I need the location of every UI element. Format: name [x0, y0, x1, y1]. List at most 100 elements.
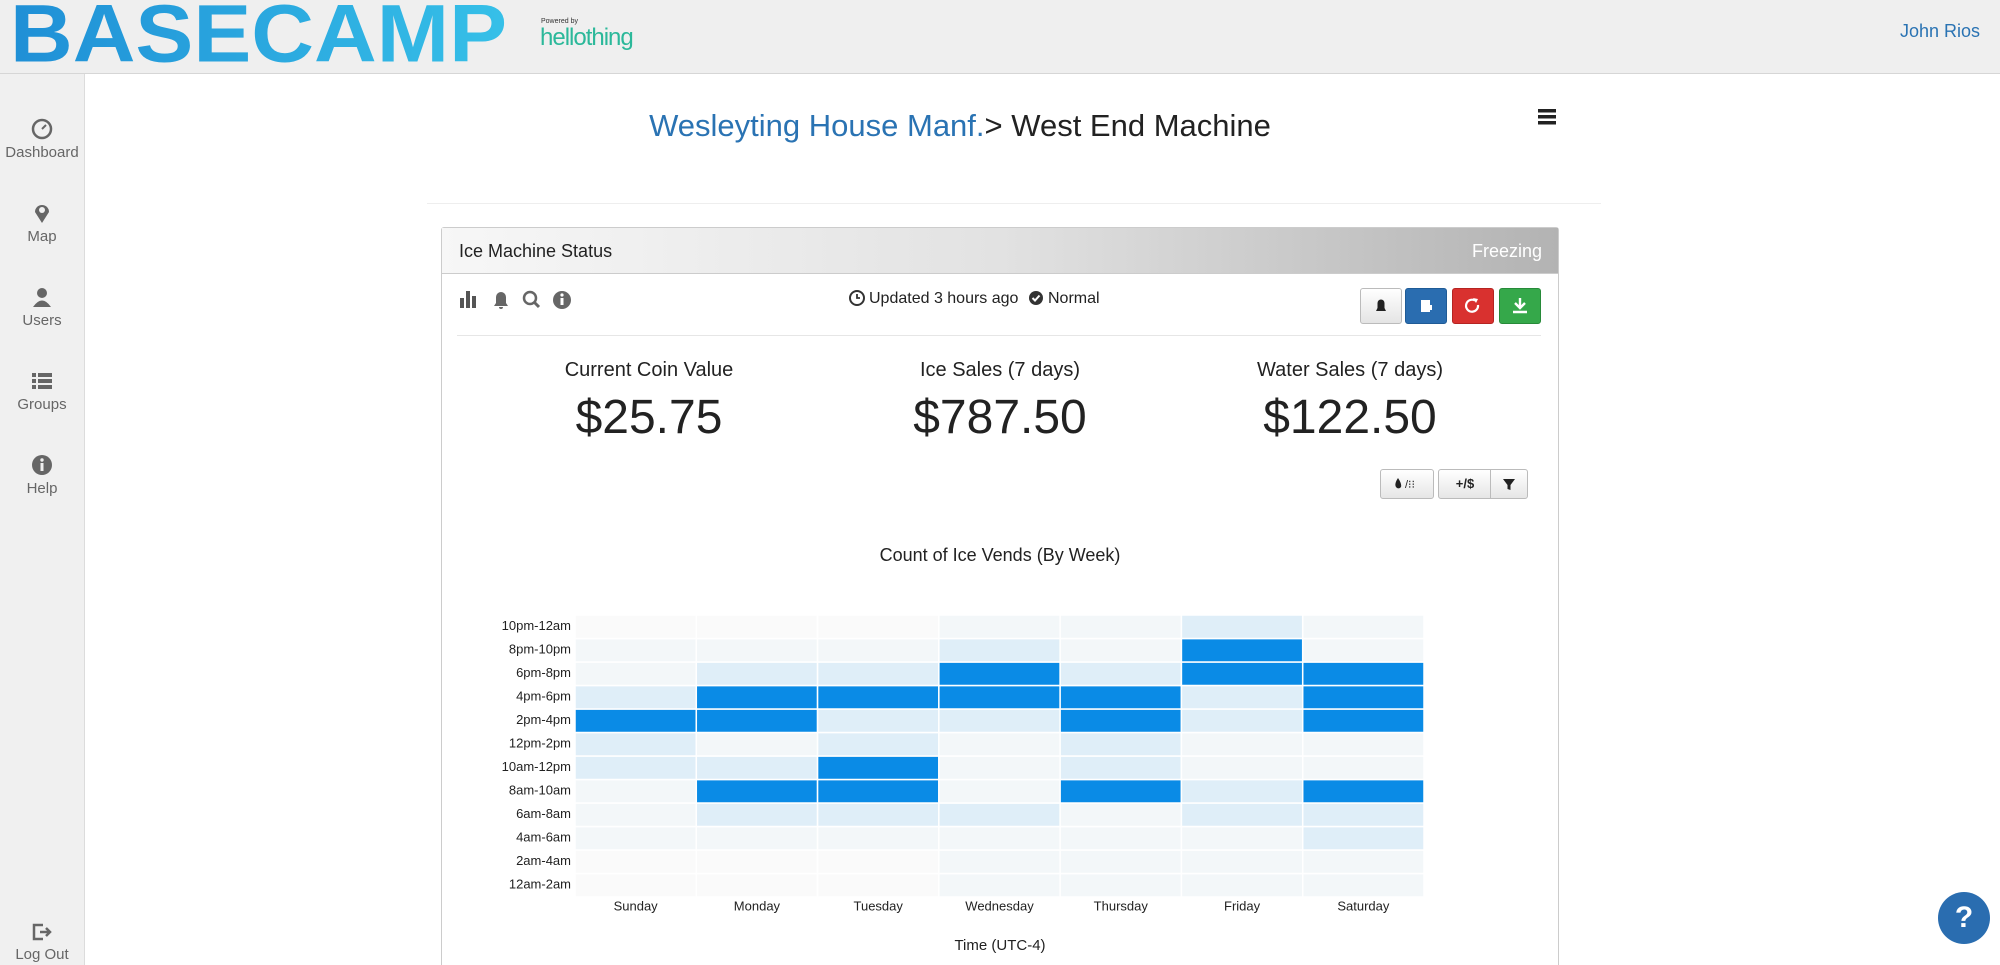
heat-cell — [1059, 802, 1183, 828]
breadcrumb-separator: > — [984, 108, 1003, 143]
stat-value: $25.75 — [575, 391, 723, 444]
reset-button[interactable] — [1452, 288, 1494, 324]
heat-cell — [1180, 661, 1304, 687]
heat-cell — [1059, 778, 1183, 804]
logo-text: BASECAMP — [10, 4, 507, 70]
heat-cell — [695, 802, 819, 828]
heat-cell — [1301, 614, 1425, 640]
status-text: Normal — [1048, 290, 1100, 307]
updated-time: Updated 3 hours ago — [869, 290, 1019, 307]
breadcrumb-current: West End Machine — [1011, 108, 1271, 143]
heat-cell — [574, 802, 698, 828]
menu-button[interactable] — [1538, 107, 1558, 127]
nav-label: Map — [27, 228, 57, 245]
nav-map[interactable]: Map — [0, 202, 84, 245]
stat-value: $122.50 — [1263, 391, 1437, 444]
x-tick-label: Sunday — [614, 898, 659, 913]
heat-cell — [1180, 755, 1304, 781]
heat-cell — [1301, 731, 1425, 757]
user-name[interactable]: John Rios — [1899, 21, 1980, 41]
heat-cell — [1301, 849, 1425, 875]
heat-cell — [1059, 755, 1183, 781]
heat-cell — [1059, 825, 1183, 851]
heat-cell — [1301, 825, 1425, 851]
y-tick-label: 8am-10am — [509, 783, 571, 798]
panel-title: Ice Machine Status — [459, 241, 613, 261]
sidebar: Dashboard Map Users Groups Help Log Out — [0, 74, 85, 965]
nav-users[interactable]: Users — [0, 286, 84, 329]
filter-button[interactable] — [1490, 469, 1528, 499]
x-tick-label: Tuesday — [854, 898, 904, 913]
y-tick-label: 4am-6am — [516, 830, 571, 845]
heat-cell — [1180, 731, 1304, 757]
status-icon — [1029, 291, 1043, 305]
heat-cell — [816, 825, 940, 851]
heat-cell — [574, 849, 698, 875]
heat-cell — [695, 825, 819, 851]
heat-cell — [1180, 872, 1304, 898]
heat-cell — [1059, 684, 1183, 710]
heat-cell — [695, 637, 819, 663]
heat-cell — [816, 755, 940, 781]
heat-cell — [695, 661, 819, 687]
heat-cell — [816, 661, 940, 687]
heat-cell — [938, 849, 1061, 875]
heat-cell — [1301, 802, 1425, 828]
toolbar-icons — [460, 290, 571, 309]
heat-cell — [938, 684, 1061, 710]
y-tick-label: 8pm-10pm — [509, 642, 571, 657]
panel-header: Ice Machine Status Freezing — [442, 228, 1558, 274]
powered-by: Powered by — [541, 18, 578, 25]
nav-label: Log Out — [15, 946, 69, 963]
heat-cell — [816, 778, 940, 804]
breadcrumb-parent[interactable]: Wesleyting House Manf. — [649, 108, 985, 143]
heat-cell — [574, 872, 698, 898]
x-tick-label: Friday — [1224, 898, 1261, 913]
heat-cell — [574, 825, 698, 851]
heat-cell — [574, 684, 698, 710]
nav-label: Help — [26, 480, 58, 497]
y-tick-label: 12am-2am — [509, 877, 571, 892]
heat-cell — [695, 708, 819, 734]
heat-cell — [938, 802, 1061, 828]
report-button[interactable] — [1405, 288, 1447, 324]
heat-cell — [695, 731, 819, 757]
heat-cell — [1301, 778, 1425, 804]
heat-cell — [574, 637, 698, 663]
heat-cell — [1180, 614, 1304, 640]
heat-cell — [938, 872, 1061, 898]
nav-dashboard[interactable]: Dashboard — [0, 118, 84, 161]
y-tick-label: 2pm-4pm — [516, 712, 571, 727]
heat-cell — [1180, 684, 1304, 710]
nav-logout[interactable]: Log Out — [0, 922, 84, 963]
nav-help[interactable]: Help — [0, 454, 84, 497]
heat-cell — [1301, 755, 1425, 781]
heat-cell — [816, 731, 940, 757]
panel: Ice Machine Status Freezing — [441, 227, 1559, 965]
heat-cell — [1180, 802, 1304, 828]
logo: BASECAMP — [10, 4, 507, 70]
heat-cell — [1180, 708, 1304, 734]
heat-cell — [1059, 872, 1183, 898]
stat-label: Ice Sales (7 days) — [919, 359, 1081, 381]
brand[interactable]: hellothing — [540, 24, 634, 51]
heat-cell — [574, 614, 698, 640]
y-tick-label: 12pm-2pm — [509, 736, 571, 751]
help-button[interactable]: ? — [1937, 891, 1991, 945]
nav-groups[interactable]: Groups — [0, 370, 84, 413]
heat-cell — [695, 778, 819, 804]
nav-label: Users — [22, 312, 62, 329]
value-toggle[interactable]: +/$ — [1438, 469, 1492, 499]
panel-state: Freezing — [1471, 241, 1542, 261]
heat-cell — [1180, 825, 1304, 851]
nav-label: Groups — [17, 396, 67, 413]
unit-toggle[interactable]: /⁝⁝ — [1380, 469, 1434, 499]
y-tick-label: 6pm-8pm — [516, 665, 571, 680]
heat-cell — [816, 684, 940, 710]
heat-cell — [1059, 637, 1183, 663]
alert-button[interactable] — [1360, 288, 1402, 324]
download-button[interactable] — [1499, 288, 1541, 324]
heat-cell — [1059, 614, 1183, 640]
heat-cell — [1301, 637, 1425, 663]
clock-icon — [849, 290, 865, 306]
